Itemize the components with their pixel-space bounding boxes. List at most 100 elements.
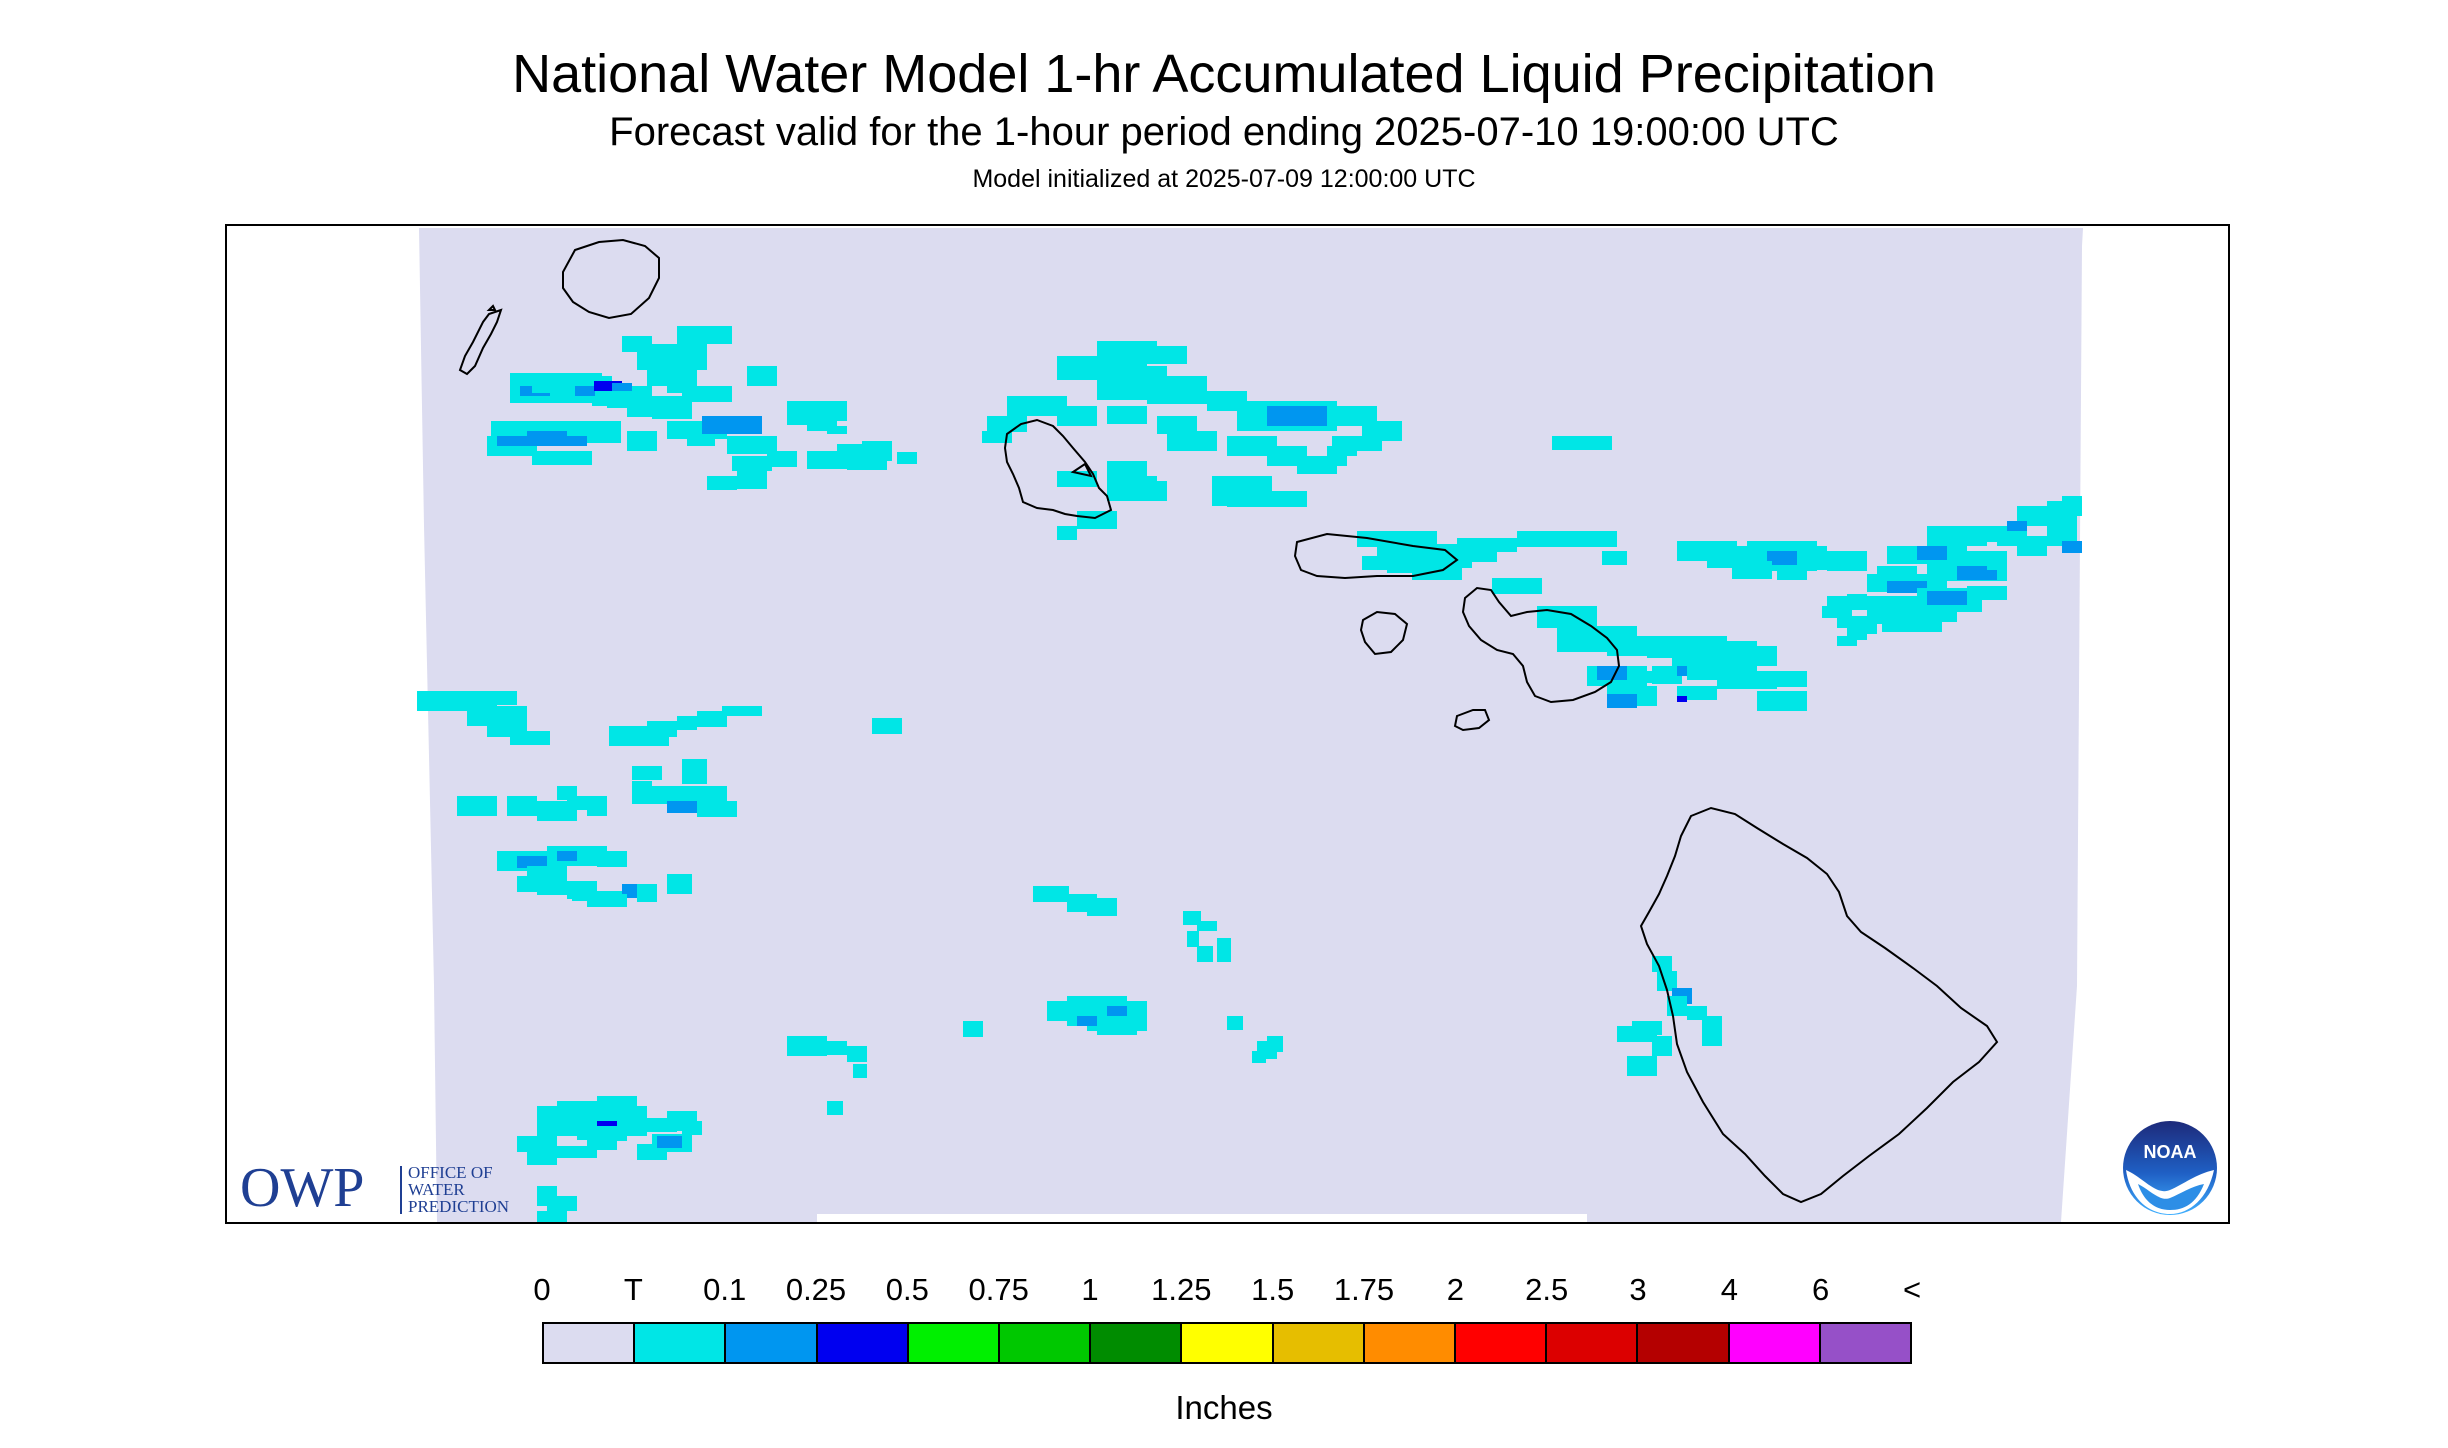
precip-cell <box>1227 436 1277 456</box>
legend-bin-4 <box>908 1324 1001 1362</box>
coast-lehua <box>486 304 497 311</box>
precip-cell <box>632 786 672 804</box>
legend-label-15: < <box>1902 1272 1922 1307</box>
coast-molokai <box>1293 532 1459 580</box>
precip-cell <box>667 874 692 894</box>
precip-cell <box>537 1211 567 1222</box>
precip-cell <box>575 386 595 396</box>
legend-labels: 0 T 0.1 0.25 0.5 0.75 1 1.25 1.5 1.75 2 2.5 3 4 6 < <box>0 1272 2448 1312</box>
precip-cell <box>1927 526 1987 546</box>
precip-cell <box>2062 496 2082 516</box>
precip-cell <box>732 456 772 471</box>
precip-cell <box>537 881 567 895</box>
precip-cell <box>607 396 652 408</box>
precip-cell <box>557 786 577 800</box>
precip-cell <box>1147 346 1187 364</box>
precip-cell <box>702 416 762 434</box>
model-init-time: Model initialized at 2025-07-09 12:00:00… <box>972 165 1476 193</box>
owp-line1: OFFICE OF <box>408 1163 493 1182</box>
legend-units: Inches <box>1175 1389 1273 1426</box>
legend-bin-2 <box>726 1324 818 1362</box>
precip-cell <box>557 851 577 861</box>
precip-cell <box>637 736 657 746</box>
precip-cell <box>1087 898 1117 916</box>
precip-cell <box>1632 1021 1662 1035</box>
legend-label-12: 3 <box>1629 1272 1647 1307</box>
precip-cell <box>1057 526 1077 540</box>
precip-cell <box>737 471 767 489</box>
precip-cell <box>645 396 690 408</box>
precip-cell <box>1652 1036 1672 1056</box>
precip-cell <box>837 444 869 458</box>
precip-cell <box>2007 521 2027 531</box>
legend-label-9: 1.75 <box>1333 1272 1395 1307</box>
legend-label-1: T <box>623 1272 643 1307</box>
precip-cell <box>1777 671 1807 687</box>
legend-bin-14 <box>1820 1324 1911 1362</box>
precip-cell <box>1517 531 1617 547</box>
precip-cell <box>963 1021 983 1037</box>
precip-cell <box>1097 1021 1137 1035</box>
precip-cell <box>1252 1051 1266 1063</box>
precip-cell <box>1777 566 1807 580</box>
precip-cell <box>1007 396 1067 416</box>
precip-cell <box>677 326 732 344</box>
precip-cell <box>1702 1016 1722 1046</box>
coast-kauai <box>562 238 660 320</box>
legend-bin-13 <box>1729 1324 1821 1362</box>
precip-cell <box>767 451 797 467</box>
page-subtitle: Forecast valid for the 1-hour period end… <box>609 110 1839 154</box>
precip-cell <box>682 759 707 784</box>
precip-cell <box>1147 386 1207 404</box>
precip-cell <box>682 386 732 402</box>
legend-label-13: 4 <box>1720 1272 1738 1307</box>
precip-cell <box>667 786 727 802</box>
precip-cell <box>527 431 567 439</box>
legend-label-7: 1.25 <box>1151 1272 1212 1307</box>
precip-cell <box>1917 546 1947 560</box>
precip-cell <box>707 476 737 490</box>
precip-cell <box>1457 538 1517 552</box>
precip-cell <box>827 1041 847 1055</box>
precip-cell <box>517 856 547 868</box>
precip-cell <box>1057 406 1097 426</box>
precip-cell <box>872 718 902 734</box>
precip-cell <box>572 891 592 901</box>
precip-cell <box>1327 446 1347 466</box>
precip-cell <box>1157 416 1197 434</box>
precip-cell <box>1552 436 1612 450</box>
noaa-logo-icon: NOAA <box>2123 1121 2217 1215</box>
precip-cell <box>727 436 777 454</box>
precip-cell <box>557 1196 577 1210</box>
legend-label-11: 2.5 <box>1525 1272 1569 1307</box>
precip-cell <box>1187 931 1199 947</box>
precip-cell <box>627 431 657 451</box>
precip-cell <box>612 731 652 741</box>
legend-bin-11 <box>1547 1324 1639 1362</box>
precip-cell <box>1287 416 1347 426</box>
precip-cell <box>682 1121 702 1135</box>
precip-cell <box>1597 666 1627 680</box>
precip-cell <box>1827 551 1867 571</box>
precip-cell <box>807 421 837 431</box>
precip-cell <box>1107 1006 1127 1016</box>
precip-cell <box>1757 691 1807 711</box>
owp-line2: WATER <box>408 1180 465 1199</box>
precip-cell <box>1837 636 1857 646</box>
precip-cell <box>1867 601 1887 611</box>
owp-line3: PREDICTION <box>408 1197 510 1216</box>
legend-label-14: 6 <box>1812 1272 1830 1307</box>
coast-maui <box>1461 586 1621 704</box>
coastlines <box>458 238 1999 1204</box>
map-panel[interactable] <box>225 224 2230 1224</box>
precip-cell <box>1167 431 1217 451</box>
precip-cell <box>1602 551 1627 565</box>
precip-cell <box>1492 578 1542 594</box>
precip-cell <box>527 1151 557 1165</box>
precipitation-map[interactable] <box>227 226 2228 1222</box>
precip-cell <box>1077 511 1117 529</box>
precip-cell <box>517 1136 557 1152</box>
precip-cell <box>897 452 917 464</box>
precip-cell <box>612 383 632 391</box>
legend-label-5: 0.75 <box>968 1272 1029 1307</box>
